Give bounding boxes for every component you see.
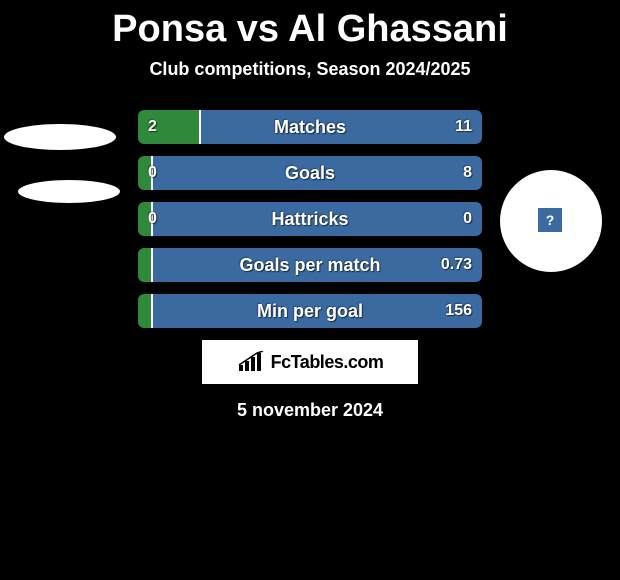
brand-chart-icon — [237, 351, 265, 373]
bar-bg — [138, 248, 482, 282]
page-title: Ponsa vs Al Ghassani — [0, 0, 620, 51]
footer-date: 5 november 2024 — [0, 400, 620, 421]
comparison-bars: 211Matches 08Goals 00Hattricks 0.73Goals pe… — [138, 110, 482, 328]
bar-bg — [138, 156, 482, 190]
bar-divider — [151, 202, 153, 236]
bar-divider — [151, 156, 153, 190]
bar-fill-left — [138, 294, 152, 328]
bar-divider — [199, 110, 201, 144]
brand-text: FcTables.com — [271, 352, 384, 373]
bar-bg — [138, 294, 482, 328]
bar-row: 08Goals — [138, 156, 482, 190]
brand-box: FcTables.com — [202, 340, 418, 384]
bar-divider — [151, 248, 153, 282]
decoration-ellipse-left-mid — [18, 180, 120, 203]
bar-row: 00Hattricks — [138, 202, 482, 236]
bar-fill-left — [138, 156, 152, 190]
decoration-ellipse-left-top — [4, 124, 116, 150]
bar-fill-left — [138, 202, 152, 236]
bar-fill-left — [138, 248, 152, 282]
bar-fill-left — [138, 110, 200, 144]
bar-row: 211Matches — [138, 110, 482, 144]
bar-row: 0.73Goals per match — [138, 248, 482, 282]
decoration-ring-right: ? — [500, 170, 602, 272]
page-subtitle: Club competitions, Season 2024/2025 — [0, 59, 620, 80]
bar-bg — [138, 202, 482, 236]
bar-divider — [151, 294, 153, 328]
bar-row: 156Min per goal — [138, 294, 482, 328]
ring-badge: ? — [538, 208, 562, 232]
